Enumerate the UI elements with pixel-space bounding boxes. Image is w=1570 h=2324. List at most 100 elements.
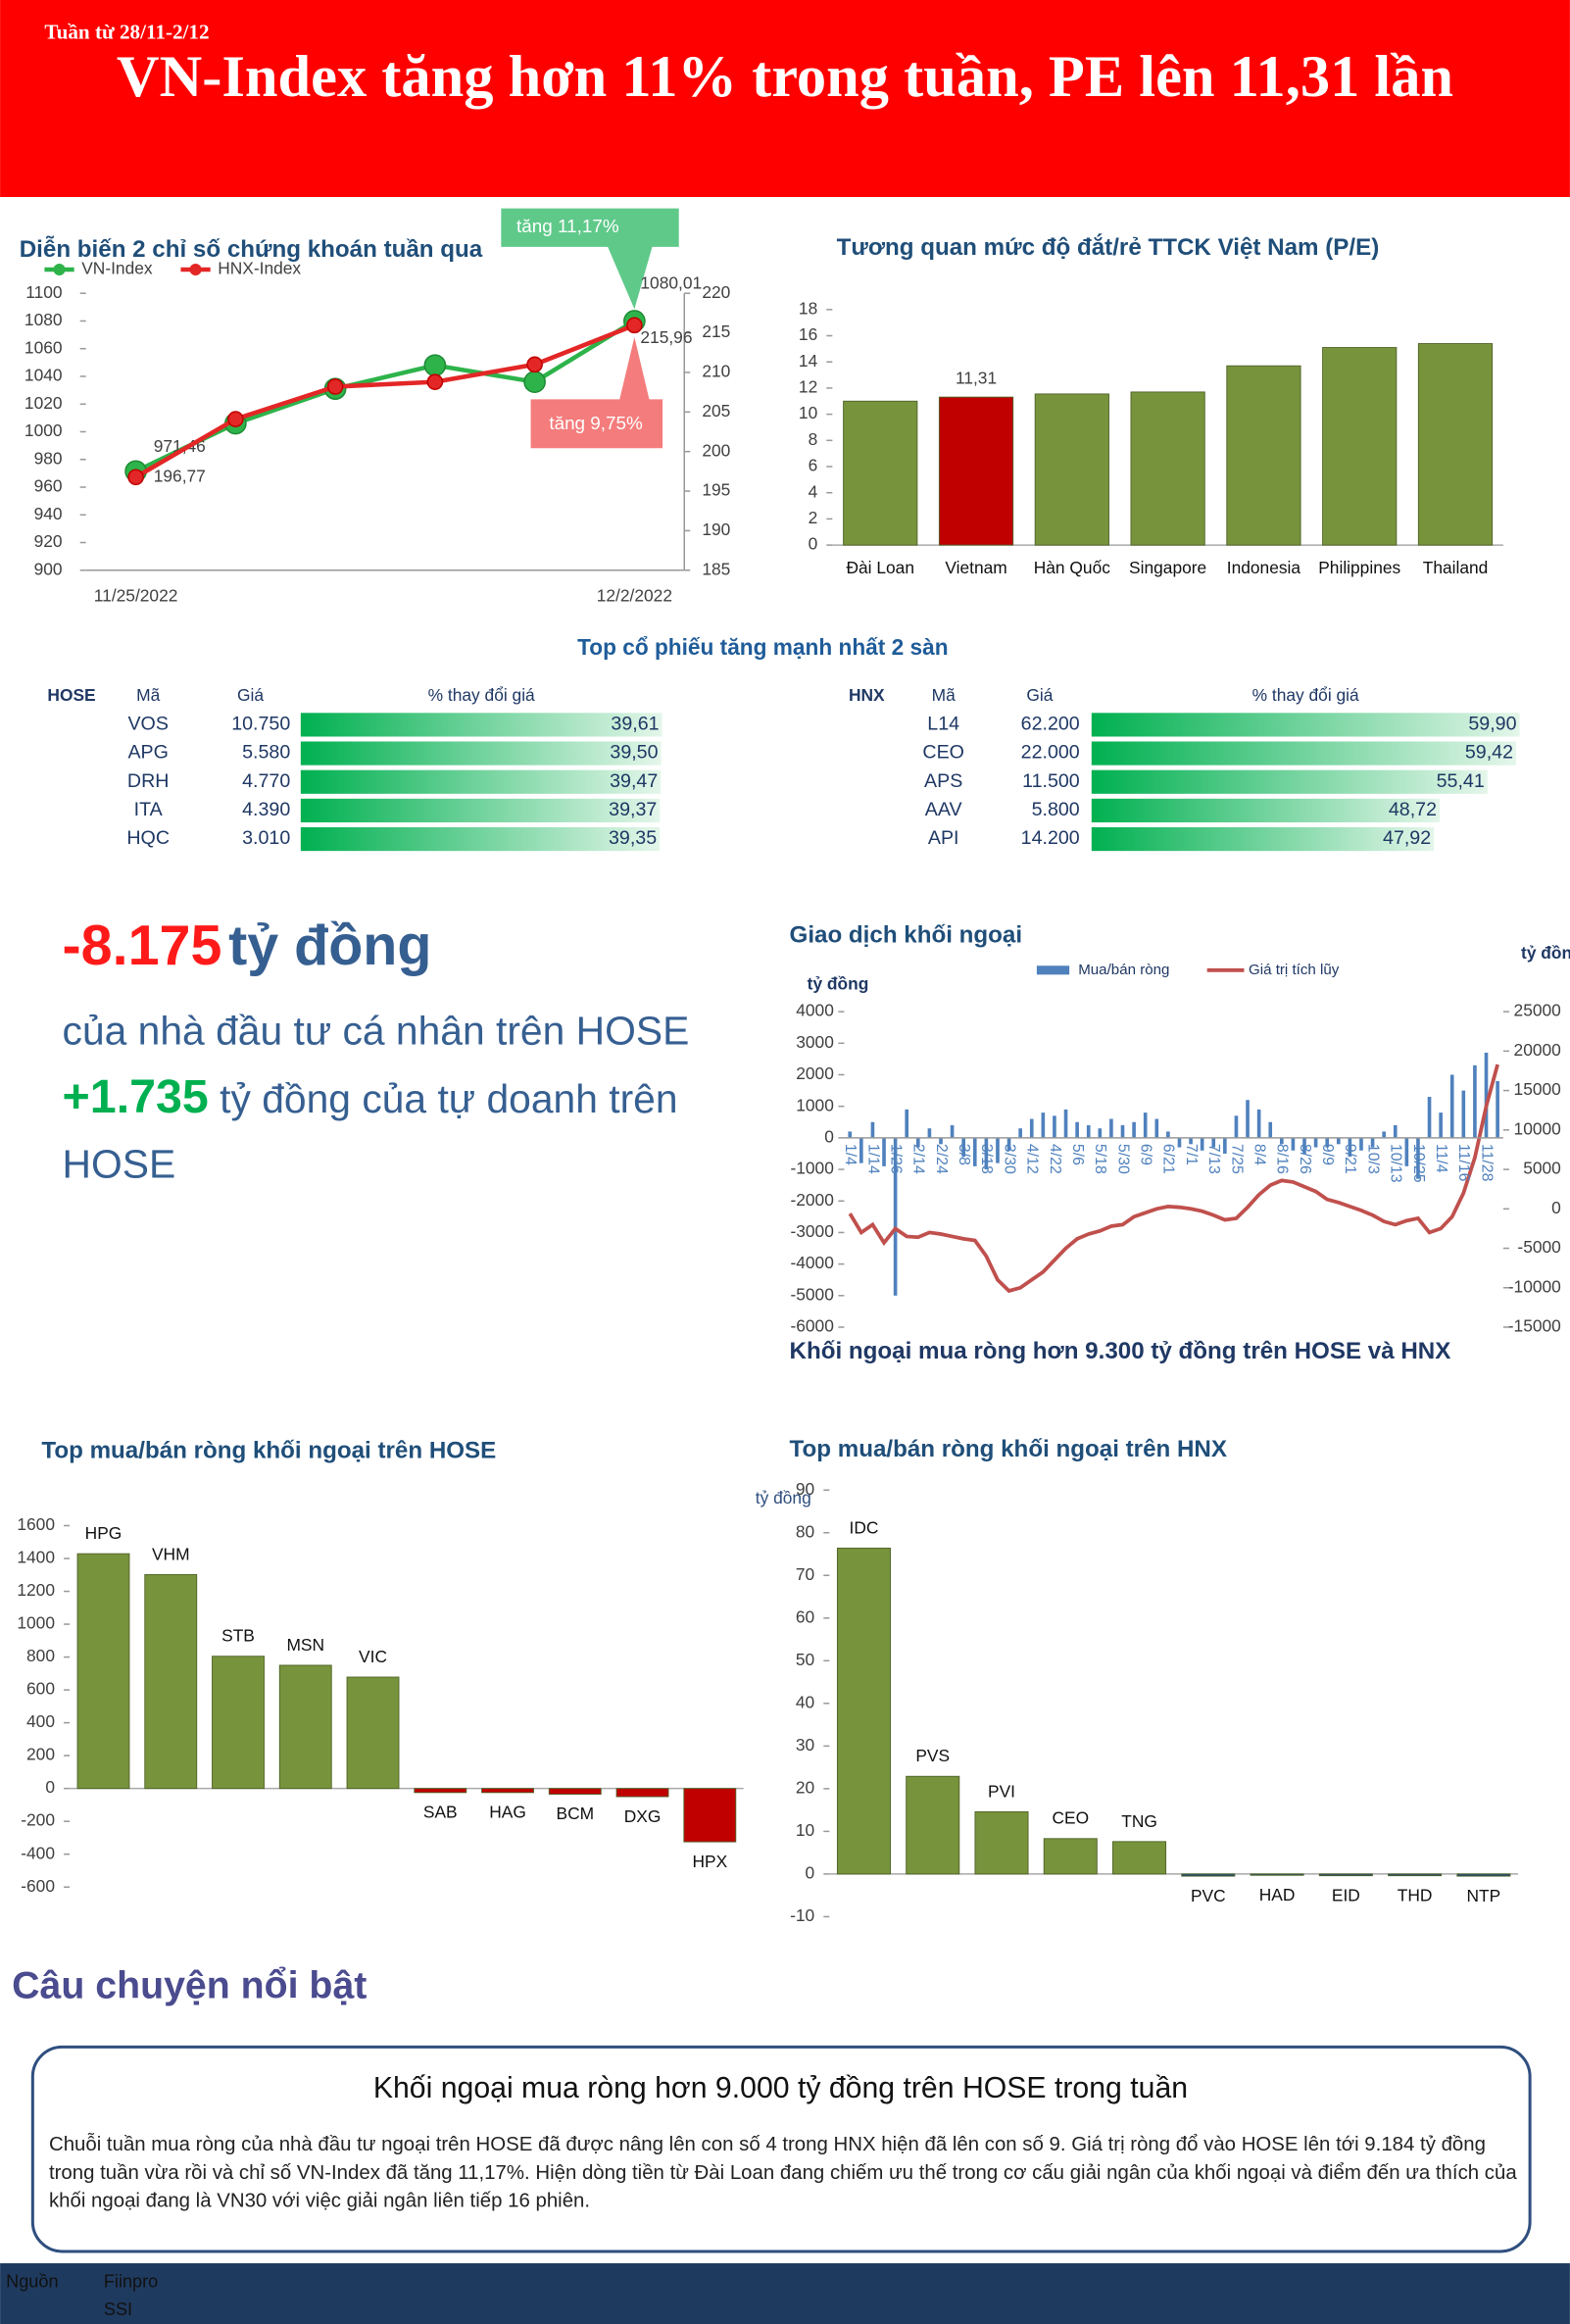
callout	[501, 208, 679, 310]
net-bar	[1086, 1124, 1091, 1138]
y-tick-label: 3000	[796, 1032, 834, 1052]
stock-price: 5.800	[1032, 799, 1080, 820]
bar	[1043, 1838, 1098, 1875]
change-bar	[300, 798, 661, 822]
change-label: 39,47	[610, 770, 658, 792]
y-tick-label: -400	[21, 1843, 55, 1862]
x-tick-label: Singapore	[1129, 558, 1206, 577]
y-tick-label: 50	[796, 1650, 814, 1669]
net-bar	[984, 1137, 989, 1170]
y-tick-label: 1040	[25, 366, 63, 385]
y-tick-label: 1060	[25, 337, 63, 357]
chart-title: Giao dịch khối ngoại	[790, 921, 1023, 948]
section-title: Top cổ phiếu tăng mạnh nhất 2 sàn	[577, 634, 948, 660]
y-tick-label: -2000	[790, 1190, 833, 1210]
stock-price: 22.000	[1021, 742, 1080, 764]
y-tick-label: 940	[34, 504, 63, 523]
stock-price: 11.500	[1022, 770, 1080, 792]
x-tick-label: 1/26	[887, 1144, 904, 1174]
point	[626, 317, 643, 334]
bar	[1112, 1841, 1167, 1875]
y-tick-label: 90	[796, 1479, 814, 1499]
bar	[843, 400, 918, 546]
net-bar	[927, 1128, 932, 1138]
legend-swatch	[1036, 965, 1070, 975]
x-tick-label: 5/18	[1092, 1144, 1108, 1174]
net-bar	[1143, 1113, 1148, 1138]
change-bar	[300, 713, 662, 737]
y-tick-label: 0	[809, 534, 818, 554]
change-bar	[300, 826, 661, 852]
x-tick-label: VHM	[152, 1544, 190, 1563]
x-tick-label: 2/24	[933, 1144, 950, 1174]
y-tick-label: 4000	[796, 1001, 834, 1020]
x-tick-label: MSN	[286, 1635, 324, 1655]
y2-tick-label: 10000	[1514, 1118, 1561, 1138]
net-bar	[996, 1137, 1000, 1163]
bar	[1226, 365, 1301, 546]
story-box	[30, 2045, 1532, 2253]
net-bar	[950, 1124, 955, 1138]
header-band	[0, 0, 1570, 197]
chart-title: Top mua/bán ròng khối ngoại trên HOSE	[41, 1437, 496, 1463]
y2-tick-label: 15000	[1514, 1079, 1561, 1099]
y-tick-label: -4000	[790, 1253, 833, 1272]
x-tick-label: 11/4	[1433, 1144, 1449, 1173]
y-tick-label: -600	[21, 1876, 55, 1896]
y-tick-label: 1200	[17, 1580, 55, 1600]
y-tick-label: 40	[796, 1692, 814, 1711]
change-label: 59,42	[1465, 742, 1513, 764]
y-tick-label: -6000	[790, 1316, 833, 1336]
story-body-box: Chuỗi tuần mua ròng của nhà đầu tư ngoại…	[48, 2133, 1517, 2212]
bar	[836, 1547, 891, 1875]
y-tick-label: 0	[824, 1126, 834, 1146]
net-bar	[1302, 1137, 1306, 1154]
net-bar	[1189, 1137, 1193, 1145]
x-tick-label: 11/28	[1478, 1144, 1495, 1182]
change-label: 59,90	[1468, 714, 1516, 735]
x-tick-label: THD	[1398, 1885, 1433, 1904]
point	[523, 371, 546, 393]
x-tick-label: PVI	[988, 1781, 1015, 1801]
bar	[278, 1664, 332, 1790]
net-bar	[1370, 1137, 1375, 1148]
stat-line: -8.175 tỷ đồng	[63, 907, 759, 999]
y2-tick-label: 185	[702, 559, 730, 578]
stat-text: tỷ đồng của tự doanh trên HOSE	[62, 1076, 678, 1187]
x-tick-label: VIC	[359, 1647, 387, 1666]
y-tick-label: 18	[799, 298, 817, 318]
data-label: 971,46	[154, 436, 206, 456]
x-tick-label: 4/22	[1047, 1144, 1063, 1174]
column-header: % thay đổi giá	[428, 685, 535, 705]
net-bar	[1461, 1090, 1466, 1138]
x-tick-label: 7/25	[1228, 1144, 1245, 1174]
cumulative-line	[848, 1063, 1499, 1294]
legend-marker	[189, 263, 202, 276]
change-label: 39,50	[610, 742, 658, 764]
y-tick-label: 8	[809, 429, 818, 449]
change-label: 47,92	[1383, 827, 1431, 849]
x-tick-label: 7/13	[1205, 1144, 1222, 1174]
net-bar	[1439, 1113, 1443, 1138]
bar	[1388, 1873, 1443, 1877]
net-bar	[1154, 1118, 1159, 1138]
x-tick-label: CEO	[1052, 1808, 1089, 1828]
x-tick-label: 8/4	[1251, 1144, 1267, 1165]
y-tick-label: -1000	[790, 1159, 833, 1178]
y2-tick-label: 200	[702, 440, 730, 460]
stock-code: VOS	[127, 714, 168, 735]
net-bar	[1348, 1137, 1352, 1158]
footer-band	[0, 2263, 1570, 2324]
footer-source: SSI	[104, 2299, 132, 2319]
x-tick-label: PVC	[1191, 1886, 1226, 1905]
footer-label: Nguồn	[6, 2271, 58, 2291]
exchange-label: HNX	[849, 685, 885, 705]
x-tick-label: Đài Loan	[847, 558, 914, 577]
x-tick-label: EID	[1332, 1885, 1360, 1904]
y-tick-label: 1080	[25, 310, 63, 329]
y-tick-label: 900	[34, 559, 63, 578]
y-tick-label: 2	[809, 508, 818, 527]
y2-tick-label: 20000	[1514, 1040, 1561, 1060]
story-body: Chuỗi tuần mua ròng của nhà đầu tư ngoại…	[48, 2133, 1517, 2212]
